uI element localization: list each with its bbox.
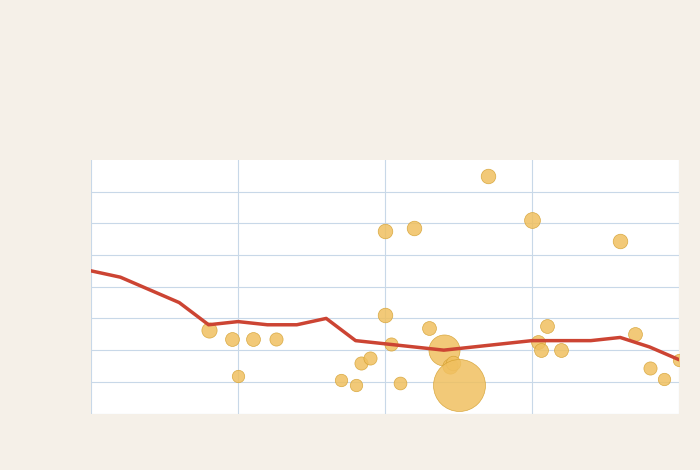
Point bbox=[424, 324, 435, 332]
Point bbox=[365, 354, 376, 362]
Point bbox=[227, 335, 238, 343]
Point bbox=[556, 346, 567, 354]
Point bbox=[659, 375, 670, 383]
Point bbox=[673, 356, 685, 363]
Point bbox=[453, 381, 464, 389]
Point bbox=[615, 237, 626, 244]
Point bbox=[536, 346, 547, 354]
Point bbox=[482, 172, 493, 180]
Point bbox=[644, 364, 655, 371]
Point bbox=[541, 322, 552, 330]
Point bbox=[379, 312, 391, 319]
Point bbox=[271, 335, 282, 343]
Point bbox=[532, 338, 543, 346]
Point bbox=[385, 340, 396, 348]
Point bbox=[629, 330, 641, 338]
Point bbox=[335, 376, 346, 384]
Point bbox=[394, 380, 405, 387]
Point bbox=[232, 372, 244, 379]
Point bbox=[356, 359, 367, 367]
Point bbox=[438, 346, 449, 354]
Point bbox=[526, 216, 538, 224]
Point bbox=[350, 381, 361, 389]
Point bbox=[247, 335, 258, 343]
Point bbox=[447, 359, 458, 367]
Point bbox=[203, 326, 214, 333]
Point bbox=[379, 227, 391, 235]
Point bbox=[409, 224, 420, 232]
Point bbox=[444, 362, 455, 370]
